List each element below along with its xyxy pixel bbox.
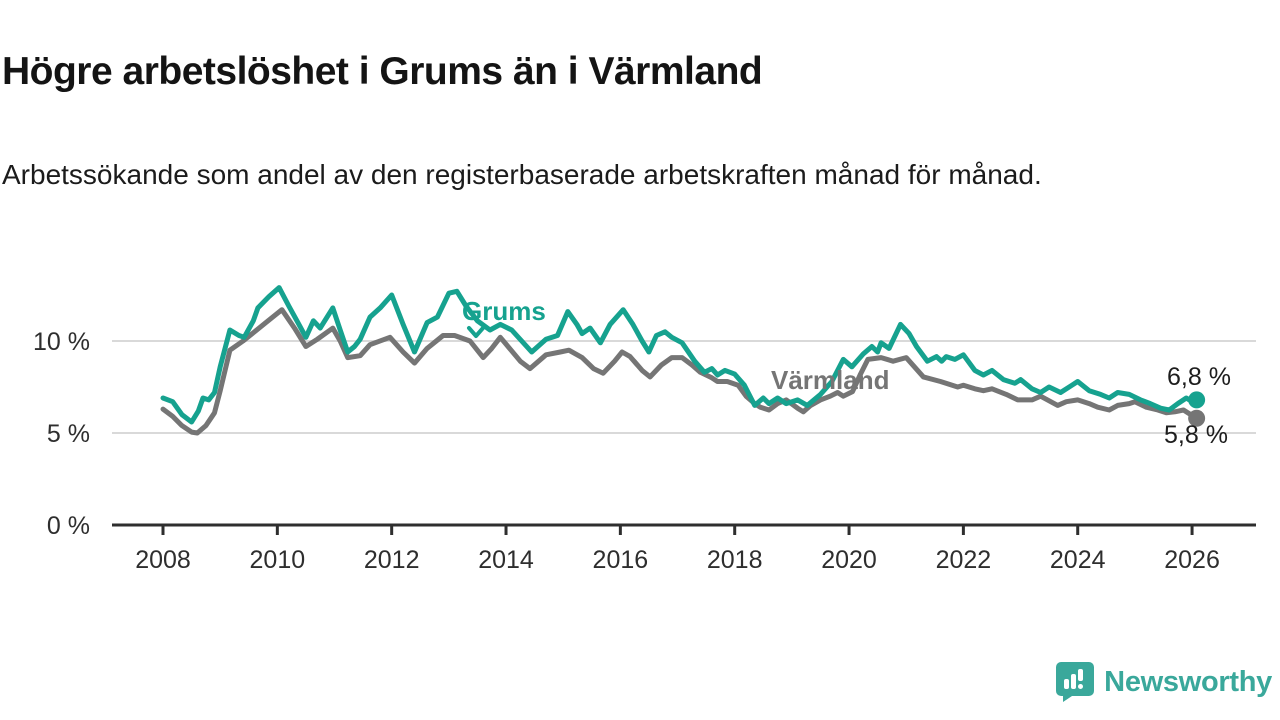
x-tick-label-2018: 2018 — [707, 546, 763, 574]
x-tick-label-2024: 2024 — [1050, 546, 1106, 574]
x-tick-label-2026: 2026 — [1164, 546, 1220, 574]
series-label-arrow-grums — [467, 326, 485, 338]
page-title: Högre arbetslöshet i Grums än i Värmland — [2, 50, 763, 94]
end-value-label-värmland: 5,8 % — [1164, 421, 1228, 449]
y-tick-label-10: 10 % — [33, 328, 90, 356]
end-dot-grums — [1188, 391, 1206, 409]
x-tick-label-2016: 2016 — [593, 546, 649, 574]
x-tick-label-2022: 2022 — [936, 546, 992, 574]
y-tick-label-0: 0 % — [47, 512, 90, 540]
bar-icon-short — [1064, 679, 1070, 689]
bar-icon-tall — [1078, 669, 1084, 681]
newsworthy-logo-icon — [1056, 662, 1095, 702]
x-tick-label-2010: 2010 — [250, 546, 306, 574]
bar-icon-mid — [1071, 674, 1077, 689]
series-label-grums: Grums — [462, 296, 546, 326]
x-tick-label-2012: 2012 — [364, 546, 420, 574]
x-tick-label-2020: 2020 — [821, 546, 877, 574]
x-tick-label-2008: 2008 — [135, 546, 191, 574]
x-tick-label-2014: 2014 — [478, 546, 534, 574]
exclamation-dot-icon — [1078, 684, 1084, 689]
end-value-label-grums: 6,8 % — [1167, 363, 1231, 391]
brand-name: Newsworthy — [1104, 665, 1272, 698]
newsworthy-brand: Newsworthy — [1056, 662, 1272, 702]
series-line-värmland — [160, 307, 1200, 436]
series-line-grums — [160, 285, 1200, 425]
series-label-värmland: Värmland — [771, 365, 890, 395]
y-tick-label-5: 5 % — [47, 420, 90, 448]
end-dot-värmland — [1188, 409, 1206, 427]
chart-subtitle: Arbetssökande som andel av den registerb… — [2, 159, 1042, 190]
